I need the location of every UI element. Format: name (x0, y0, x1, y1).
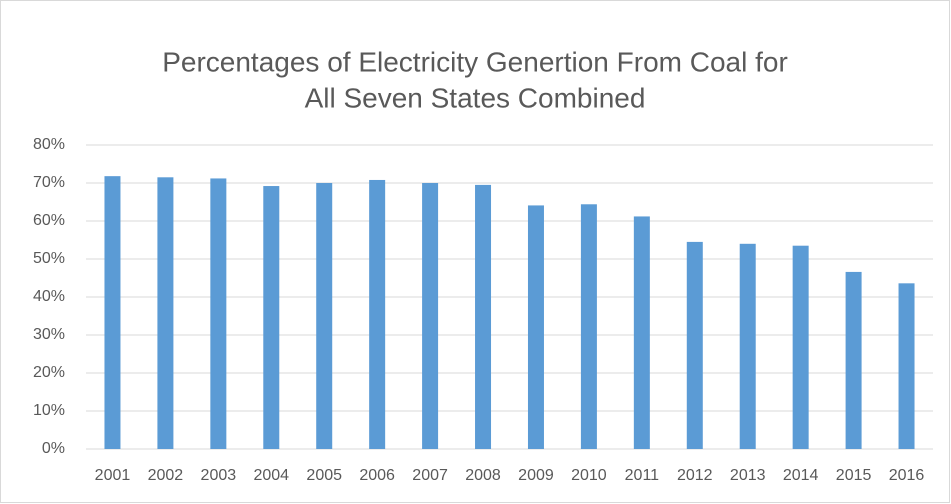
x-tick-label: 2010 (571, 467, 607, 484)
x-tick-label: 2016 (889, 467, 925, 484)
chart-title: Percentages of Electricity Genertion Fro… (162, 46, 788, 77)
bar (263, 186, 280, 450)
y-tick-label: 80% (33, 136, 65, 153)
chart-title: All Seven States Combined (305, 82, 646, 113)
x-tick-label: 2015 (836, 467, 872, 484)
x-tick-label: 2006 (359, 467, 395, 484)
bar (739, 243, 756, 449)
y-tick-label: 40% (33, 288, 65, 305)
x-tick-label: 2005 (306, 467, 342, 484)
bar (898, 283, 915, 449)
x-tick-label: 2012 (677, 467, 713, 484)
bar (580, 204, 597, 449)
x-tick-label: 2014 (783, 467, 819, 484)
bar (369, 179, 386, 449)
x-tick-label: 2013 (730, 467, 766, 484)
y-tick-label: 50% (33, 250, 65, 267)
bar (527, 205, 544, 449)
bar (316, 183, 333, 449)
y-tick-label: 20% (33, 364, 65, 381)
x-tick-label: 2008 (465, 467, 501, 484)
x-tick-label: 2009 (518, 467, 554, 484)
bar (845, 271, 862, 449)
y-tick-label: 10% (33, 402, 65, 419)
y-tick-label: 0% (42, 440, 65, 457)
bar (633, 216, 650, 449)
bar (686, 241, 703, 449)
bar (104, 176, 121, 449)
x-tick-label: 2004 (253, 467, 289, 484)
x-tick-label: 2011 (625, 467, 660, 484)
bar (210, 178, 227, 449)
y-tick-label: 70% (33, 174, 65, 191)
bar (792, 245, 809, 449)
bar (422, 183, 439, 449)
x-tick-label: 2002 (148, 467, 184, 484)
x-tick-label: 2007 (412, 467, 448, 484)
bar (157, 177, 174, 450)
y-tick-label: 60% (33, 212, 65, 229)
y-tick-label: 30% (33, 326, 65, 343)
x-tick-label: 2003 (201, 467, 237, 484)
bar (475, 184, 492, 449)
x-tick-label: 2001 (95, 467, 131, 484)
